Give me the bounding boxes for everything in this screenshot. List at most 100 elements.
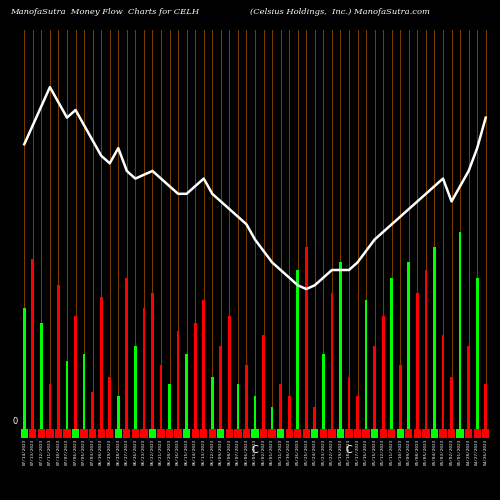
Text: 05/19/2023: 05/19/2023 (338, 438, 342, 465)
Bar (106, 428, 114, 438)
Bar (388, 428, 396, 438)
Text: 05/05/2023: 05/05/2023 (424, 438, 428, 465)
Bar (277, 428, 284, 438)
Bar (270, 407, 274, 430)
Text: 05/17/2023: 05/17/2023 (356, 438, 360, 465)
Text: 05/16/2023: 05/16/2023 (364, 438, 368, 465)
Bar (74, 316, 77, 430)
Text: 06/07/2023: 06/07/2023 (236, 438, 240, 465)
Text: 05/24/2023: 05/24/2023 (313, 438, 317, 465)
Bar (142, 308, 146, 430)
Bar (245, 365, 248, 430)
Text: 07/14/2023: 07/14/2023 (22, 438, 26, 465)
Bar (200, 428, 207, 438)
Bar (484, 384, 487, 430)
Text: 07/03/2023: 07/03/2023 (90, 438, 94, 465)
Bar (328, 428, 336, 438)
Bar (302, 428, 310, 438)
Text: 04/28/2023: 04/28/2023 (466, 438, 470, 465)
Text: (Celsius Holdings,  Inc.) ManofaSutra.com: (Celsius Holdings, Inc.) ManofaSutra.com (250, 8, 430, 16)
Text: 06/28/2023: 06/28/2023 (116, 438, 120, 465)
Bar (89, 428, 96, 438)
Bar (294, 428, 302, 438)
Text: 07/13/2023: 07/13/2023 (31, 438, 35, 465)
Bar (458, 232, 462, 430)
Text: 04/26/2023: 04/26/2023 (484, 438, 488, 465)
Bar (32, 258, 34, 430)
Bar (64, 428, 70, 438)
Bar (149, 428, 156, 438)
Bar (416, 293, 418, 430)
Text: 05/09/2023: 05/09/2023 (407, 438, 411, 465)
Text: 05/02/2023: 05/02/2023 (450, 438, 454, 465)
Text: 05/15/2023: 05/15/2023 (372, 438, 376, 465)
Bar (305, 247, 308, 430)
Bar (442, 335, 444, 430)
Bar (474, 428, 481, 438)
Bar (20, 428, 28, 438)
Text: 0: 0 (12, 417, 18, 426)
Bar (92, 392, 94, 430)
Bar (286, 428, 293, 438)
Bar (80, 428, 87, 438)
Bar (433, 247, 436, 430)
Text: 05/23/2023: 05/23/2023 (322, 438, 326, 465)
Bar (296, 270, 299, 430)
Bar (252, 428, 258, 438)
Text: 05/12/2023: 05/12/2023 (381, 438, 385, 465)
Bar (72, 428, 79, 438)
Bar (158, 428, 164, 438)
Text: 05/01/2023: 05/01/2023 (458, 438, 462, 465)
Text: 05/30/2023: 05/30/2023 (287, 438, 291, 465)
Bar (57, 285, 60, 430)
Bar (66, 362, 68, 430)
Bar (134, 346, 136, 430)
Text: 06/21/2023: 06/21/2023 (159, 438, 163, 465)
Bar (414, 428, 421, 438)
Bar (46, 428, 54, 438)
Text: 05/26/2023: 05/26/2023 (296, 438, 300, 465)
Bar (374, 346, 376, 430)
Bar (23, 308, 26, 430)
Bar (450, 376, 453, 430)
Text: 06/12/2023: 06/12/2023 (210, 438, 214, 465)
Bar (48, 384, 51, 430)
Text: 05/22/2023: 05/22/2023 (330, 438, 334, 465)
Text: 06/14/2023: 06/14/2023 (193, 438, 197, 465)
Bar (280, 384, 282, 430)
Bar (371, 428, 378, 438)
Text: 07/07/2023: 07/07/2023 (65, 438, 69, 465)
Bar (228, 316, 230, 430)
Text: ManofaSutra  Money Flow  Charts for CELH: ManofaSutra Money Flow Charts for CELH (10, 8, 199, 16)
Text: 05/18/2023: 05/18/2023 (347, 438, 351, 465)
Bar (476, 278, 478, 430)
Bar (236, 384, 240, 430)
Bar (440, 428, 446, 438)
Bar (168, 384, 171, 430)
Text: 07/05/2023: 07/05/2023 (82, 438, 86, 465)
Bar (123, 428, 130, 438)
Text: 06/08/2023: 06/08/2023 (228, 438, 232, 465)
Bar (482, 428, 490, 438)
Bar (29, 428, 36, 438)
Bar (194, 324, 196, 430)
Bar (390, 278, 393, 430)
Bar (424, 270, 428, 430)
Text: 06/20/2023: 06/20/2023 (168, 438, 172, 465)
Bar (217, 428, 224, 438)
Bar (260, 428, 267, 438)
Bar (431, 428, 438, 438)
Text: 06/09/2023: 06/09/2023 (219, 438, 223, 465)
Bar (126, 278, 128, 430)
Bar (220, 346, 222, 430)
Bar (322, 354, 324, 430)
Text: 06/01/2023: 06/01/2023 (270, 438, 274, 465)
Bar (364, 300, 368, 430)
Bar (176, 331, 180, 430)
Bar (354, 428, 361, 438)
Bar (456, 428, 464, 438)
Bar (380, 428, 387, 438)
Bar (422, 428, 430, 438)
Bar (399, 365, 402, 430)
Bar (114, 428, 122, 438)
